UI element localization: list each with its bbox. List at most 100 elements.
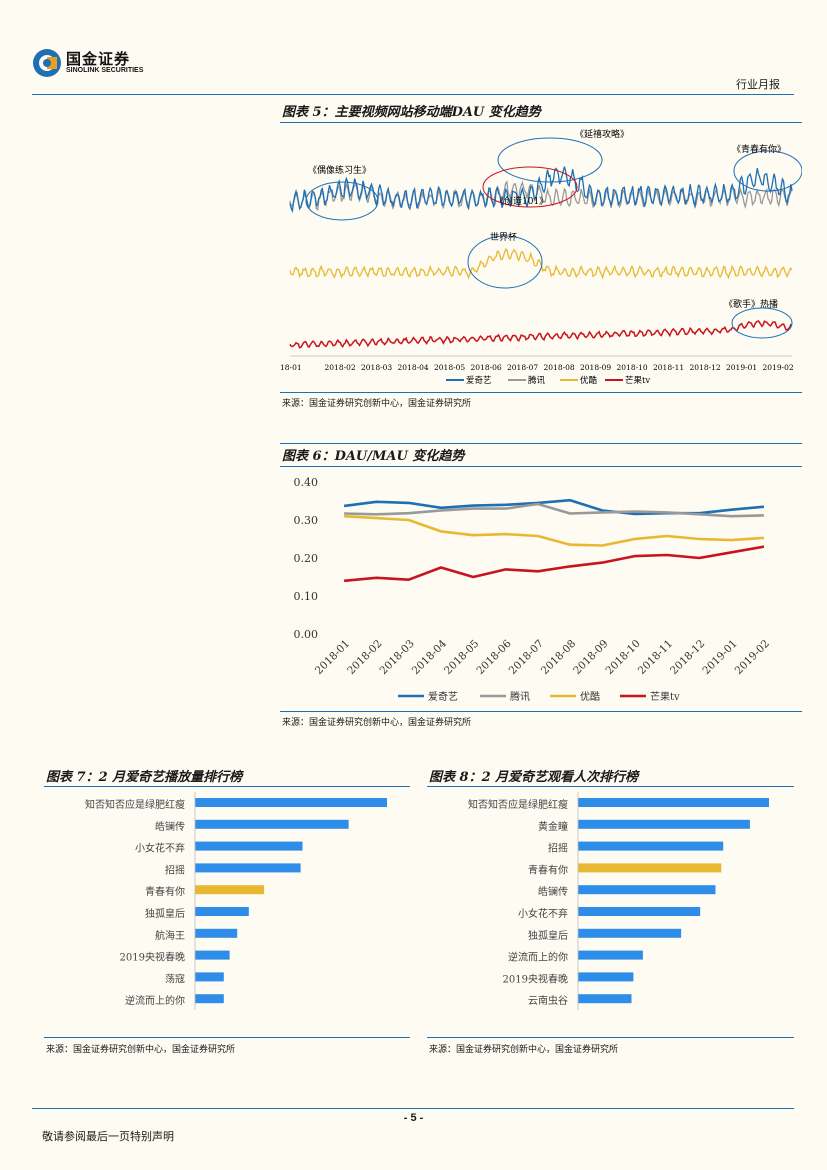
x-tick-label: 2018-09 (580, 363, 611, 372)
x-tick-label: 2018-06 (471, 363, 502, 372)
series-line-腾讯 (344, 502, 764, 518)
bar (195, 907, 249, 916)
bar-label: 青春有你 (145, 885, 185, 898)
x-tick-label: 2018-07 (507, 638, 546, 677)
series-line-芒果tv (343, 545, 765, 583)
bar-label: 航海王 (155, 929, 185, 942)
highlight-ellipse (731, 307, 793, 339)
x-tick-label: 2018-03 (377, 638, 416, 677)
x-tick-label: 2018-10 (603, 638, 642, 677)
fig8-title: 图表 8：2 月爱奇艺观看人次排行榜 (429, 770, 639, 785)
fig7-bottom-rule (44, 1037, 410, 1038)
footer-disclaimer: 敬请参阅最后一页特别声明 (42, 1130, 174, 1143)
fig6-title: 图表 6：DAU/MAU 变化趋势 (282, 449, 465, 464)
fig6-bottom-rule (280, 711, 802, 712)
page-number: - 5 - (403, 1112, 424, 1124)
x-tick-label: 2019-02 (763, 363, 794, 372)
x-tick-label: 2018-04 (398, 363, 429, 372)
bar (578, 885, 716, 895)
y-tick-label: 0.40 (294, 476, 319, 489)
fig5-title: 图表 5：主要视频网站移动端DAU 变化趋势 (282, 105, 541, 120)
bar (195, 928, 238, 938)
fig8-source: 来源：国金证券研究创新中心，国金证券研究所 (429, 1045, 619, 1055)
bar-label: 独孤皇后 (528, 929, 568, 942)
footer-rule (32, 1108, 794, 1109)
fig8-bottom-rule (427, 1037, 794, 1038)
bar-label: 小女花不弃 (135, 842, 185, 855)
bar-label: 知否知否应是绿肥红瘦 (468, 798, 568, 811)
legend-mango: 芒果tv (625, 375, 650, 386)
bar (578, 950, 643, 960)
y-tick-label: 0.10 (294, 590, 319, 603)
annotation-youth-with-you: 《青春有你》 (732, 143, 786, 155)
highlight-ellipse (467, 235, 543, 289)
legend-label: 腾讯 (510, 690, 530, 703)
highlight-ellipse (305, 181, 379, 221)
bar-label: 2019央视春晚 (503, 972, 568, 985)
bar (578, 863, 722, 873)
x-tick-label: 2018-09 (571, 638, 610, 677)
bar-label: 皓镧传 (155, 821, 185, 833)
x-tick-label: 2018-08 (539, 638, 578, 677)
logo-en-text: SINOLINK SECURITIES (66, 67, 144, 74)
fig5-top-rule (280, 122, 802, 123)
highlight-ellipse (733, 150, 802, 192)
logo-cn-text: 国金证券 (66, 50, 131, 68)
fig5-chart: 《偶像练习生》 《延禧攻略》 《创造101》 《青春有你》 世界杯 《歌手》热播… (280, 128, 802, 386)
x-tick-label: 2018-11 (636, 638, 675, 677)
legend-label: 优酷 (580, 690, 600, 703)
x-tick-label: 18-01 (280, 363, 302, 372)
x-tick-label: 2018-05 (434, 363, 465, 372)
x-tick-label: 2018-11 (653, 363, 684, 372)
logo: 国金证券 SINOLINK SECURITIES (32, 46, 162, 80)
bar-label: 逆流而上的你 (125, 994, 185, 1007)
bar (578, 841, 724, 851)
bar-label: 逆流而上的你 (508, 951, 568, 964)
bar-label: 小女花不弃 (518, 907, 568, 920)
x-tick-label: 2019-01 (700, 638, 739, 677)
annotation-yanxi: 《延禧攻略》 (575, 128, 629, 140)
fig6-source: 来源：国金证券研究创新中心，国金证券研究所 (282, 718, 472, 728)
bar (195, 841, 303, 851)
bar (578, 994, 632, 1004)
x-tick-label: 2019-01 (726, 363, 757, 372)
y-tick-label: 0.20 (294, 552, 319, 565)
bar-label: 皓镧传 (538, 886, 568, 898)
series-line-优酷 (344, 514, 764, 547)
annotation-world-cup: 世界杯 (490, 231, 517, 243)
bar (195, 819, 349, 829)
x-tick-label: 2018-12 (690, 363, 721, 372)
logo-mark-icon (33, 49, 61, 77)
fig5-source: 来源：国金证券研究创新中心，国金证券研究所 (282, 399, 472, 409)
bar-label: 招摇 (165, 863, 185, 876)
annotation-idol-producer: 《偶像练习生》 (308, 164, 371, 176)
bar-label: 荡寇 (165, 972, 185, 985)
bar-label: 知否知否应是绿肥红瘦 (85, 798, 185, 811)
x-tick-label: 2018-07 (507, 363, 538, 372)
fig7-top-rule (44, 786, 410, 787)
x-tick-label: 2018-10 (617, 363, 648, 372)
x-tick-label: 2018-02 (345, 638, 384, 677)
bar (195, 885, 265, 895)
fig6-pre-rule (280, 443, 802, 444)
bar (195, 950, 230, 960)
bar-label: 独孤皇后 (145, 907, 185, 920)
legend-iqiyi: 爱奇艺 (466, 375, 492, 386)
x-tick-label: 2019-02 (733, 638, 772, 677)
fig8-top-rule (427, 786, 794, 787)
legend-youku: 优酷 (580, 375, 598, 386)
y-tick-label: 0.30 (294, 514, 319, 527)
x-tick-label: 2018-02 (325, 363, 356, 372)
fig6-chart: 0.400.300.200.100.002018-012018-022018-0… (294, 476, 772, 703)
bar-label: 云南虫谷 (528, 994, 568, 1007)
bar (195, 863, 301, 873)
legend-tencent: 腾讯 (528, 375, 546, 386)
series-line-mango (289, 320, 793, 349)
fig6-top-rule (280, 466, 802, 467)
bar (578, 972, 634, 982)
highlight-ellipse (482, 166, 578, 208)
x-tick-label: 2018-01 (313, 638, 352, 677)
bar (578, 928, 682, 938)
